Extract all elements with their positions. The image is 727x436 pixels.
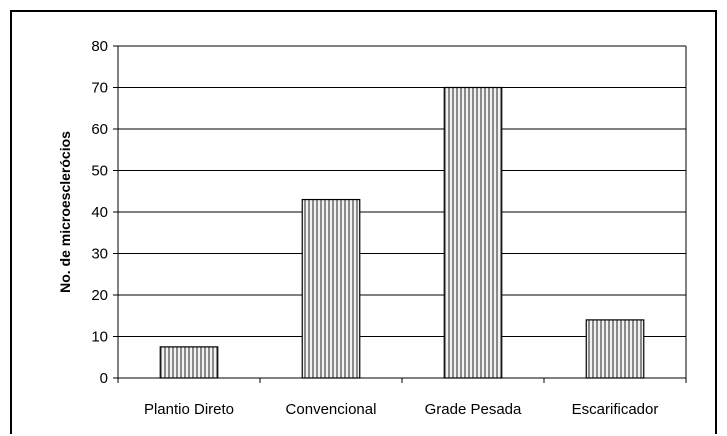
x-tick-label: Convencional <box>286 401 377 418</box>
x-tick-label: Grade Pesada <box>425 401 522 418</box>
axes <box>113 45 687 383</box>
y-tick-label: 0 <box>100 370 108 387</box>
bar-plantio-direto <box>159 346 219 379</box>
x-tick-label: Plantio Direto <box>144 401 234 418</box>
y-axis-title: No. de microesclerócios <box>57 131 73 293</box>
bars <box>159 86 645 379</box>
y-tick-label: 10 <box>91 329 108 346</box>
x-tick-label: Escarificador <box>572 401 659 418</box>
labels: 0 10 20 30 40 50 60 70 80 Plantio Direto Convencio… <box>91 38 658 418</box>
bar-convencional <box>301 198 361 379</box>
y-tick-label: 50 <box>91 163 108 180</box>
y-tick-label: 60 <box>91 121 108 138</box>
y-tick-label: 20 <box>91 287 108 304</box>
y-tick-label: 80 <box>91 38 108 55</box>
y-tick-label: 30 <box>91 246 108 263</box>
y-tick-label: 40 <box>91 204 108 221</box>
bar-grade-pesada <box>443 86 503 379</box>
y-tick-label: 70 <box>91 80 108 97</box>
bar-escarificador <box>585 319 645 379</box>
gridlines <box>118 45 686 337</box>
